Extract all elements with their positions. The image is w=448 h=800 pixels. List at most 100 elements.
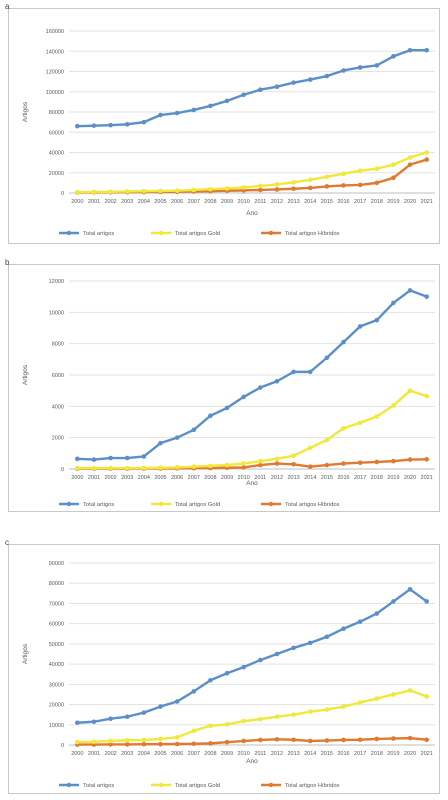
data-point [357, 737, 363, 743]
x-tick-label: 2009 [221, 199, 233, 205]
data-point [274, 182, 280, 187]
x-tick-label: 2014 [304, 199, 316, 205]
data-point [258, 385, 263, 390]
data-point [291, 462, 296, 467]
chart-a: 0 20000 40000 60000 80000 100000 120000 140000 1… [22, 29, 435, 237]
x-tick-label: 2001 [88, 751, 100, 757]
x-tick-label: 2008 [204, 475, 216, 481]
data-point [258, 737, 263, 743]
y-tick-label: 10000 [49, 310, 64, 316]
x-tick-label: 2004 [138, 751, 150, 757]
x-tick-label: 2001 [88, 199, 100, 205]
y-tick-label: 0 [61, 191, 64, 197]
data-point [341, 425, 346, 431]
legend-marker [158, 230, 164, 236]
panel-label: c [5, 538, 9, 547]
legend-label: Total artigos Gold [175, 783, 220, 789]
data-point [374, 414, 380, 419]
data-point [307, 369, 313, 375]
legend-label: Total artigos Híbridos [285, 231, 340, 237]
data-point [407, 162, 413, 167]
data-point [141, 454, 147, 459]
legend-marker [66, 782, 72, 788]
x-tick-label: 2011 [254, 475, 266, 481]
series-line-1 [77, 588, 428, 724]
x-tick-label: 2009 [221, 475, 233, 481]
data-point [241, 185, 246, 190]
data-point [324, 738, 330, 743]
data-point [291, 453, 296, 458]
data-point [391, 300, 396, 306]
legend-label: Total artigos Gold [175, 231, 220, 237]
data-point [241, 738, 246, 744]
y-axis-label: Artigos [22, 101, 29, 122]
y-tick-label: 140000 [46, 49, 64, 55]
chart-c: 0 10000 20000 30000 40000 50000 60000 70000 8000… [22, 561, 435, 789]
data-point [424, 599, 429, 604]
data-point [374, 63, 380, 68]
data-point [357, 168, 363, 174]
data-point [357, 700, 363, 705]
legend-marker [268, 782, 274, 788]
data-point [108, 122, 113, 128]
y-tick-label: 60000 [49, 622, 64, 628]
data-point [91, 719, 97, 725]
data-point [341, 704, 346, 709]
data-point [291, 369, 296, 375]
data-point [258, 716, 263, 722]
data-point [108, 742, 113, 747]
data-point [158, 465, 163, 471]
x-tick-label: 2020 [404, 199, 416, 205]
data-point [258, 657, 263, 663]
chart-panel-c: c 0 10000 20000 30000 40000 50000 60000 70000 80… [5, 538, 440, 794]
data-point [208, 741, 213, 746]
data-point [324, 355, 330, 361]
x-tick-label: 2005 [154, 199, 166, 205]
data-point [274, 378, 280, 384]
data-point [407, 288, 413, 293]
data-point [391, 403, 396, 408]
x-tick-label: 2003 [121, 199, 133, 205]
data-point [108, 716, 113, 722]
data-point [274, 714, 280, 719]
data-point [424, 157, 429, 162]
data-point [424, 47, 429, 53]
data-point [108, 455, 113, 461]
data-point [124, 122, 130, 127]
x-tick-label: 2001 [88, 475, 100, 481]
data-point [341, 171, 346, 177]
data-point [391, 162, 396, 167]
x-tick-label: 2008 [204, 199, 216, 205]
x-tick-label: 2015 [321, 199, 333, 205]
data-point [258, 87, 263, 93]
data-point [108, 738, 113, 744]
data-point [307, 709, 313, 714]
x-tick-label: 2010 [238, 475, 250, 481]
data-point [307, 185, 313, 191]
data-point [274, 737, 280, 742]
data-point [374, 736, 380, 742]
data-point [208, 463, 213, 469]
y-tick-label: 30000 [49, 682, 64, 688]
x-tick-label: 2013 [287, 199, 299, 205]
data-point [241, 465, 246, 470]
data-point [357, 420, 363, 426]
x-tick-label: 2003 [121, 475, 133, 481]
x-tick-label: 2021 [421, 475, 433, 481]
x-tick-label: 2006 [171, 751, 183, 757]
data-point [274, 84, 280, 89]
data-point [291, 180, 296, 185]
x-tick-label: 2019 [387, 475, 399, 481]
data-point [424, 737, 429, 743]
y-tick-label: 6000 [52, 373, 64, 379]
data-point [108, 465, 113, 471]
data-point [191, 427, 197, 433]
data-point [407, 457, 413, 462]
legend-marker [158, 501, 164, 507]
data-point [307, 640, 313, 646]
data-point [258, 187, 263, 193]
y-tick-label: 20000 [49, 171, 64, 177]
data-point [324, 174, 330, 180]
legend-label: Total artigos [83, 231, 114, 237]
data-point [141, 119, 147, 125]
